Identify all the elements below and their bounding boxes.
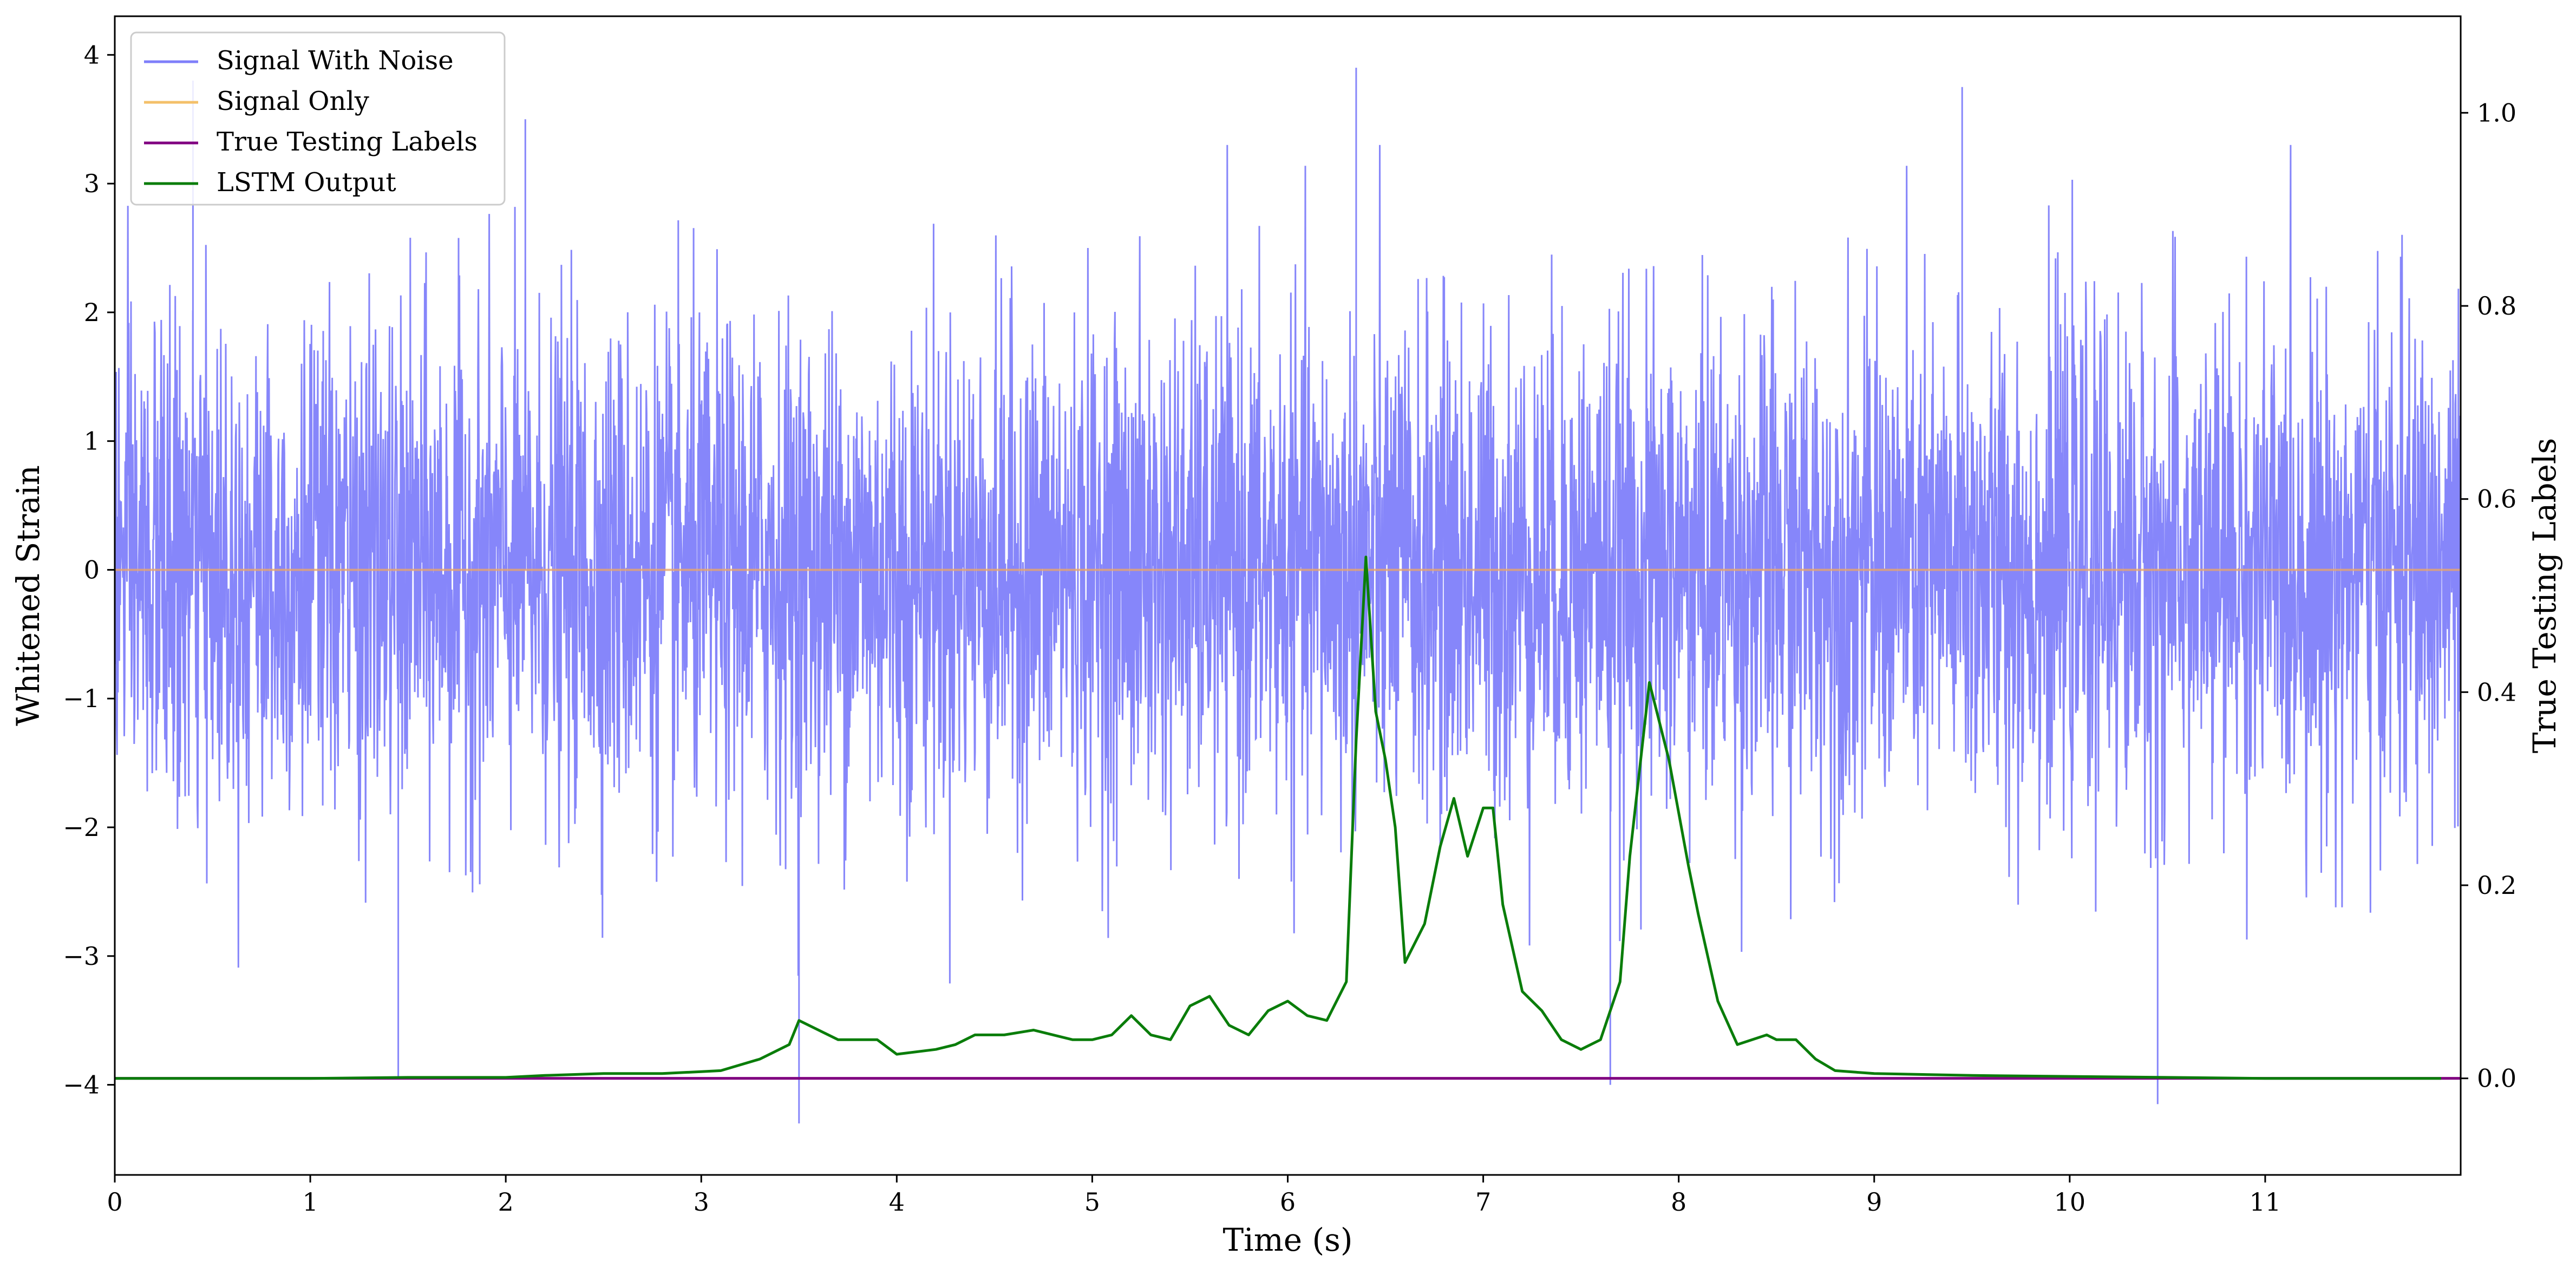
x-tick-label: 8	[1671, 1187, 1686, 1217]
legend-entry: True Testing Labels	[217, 127, 478, 157]
y2-tick-label: 0.6	[2477, 485, 2516, 514]
plot-area	[115, 68, 2461, 1123]
y2-tick-label: 0.8	[2477, 291, 2516, 321]
x-tick-label: 5	[1084, 1187, 1100, 1217]
series-lstm-output	[115, 556, 2441, 1080]
y2-axis-title: True Testing Labels	[2526, 438, 2563, 753]
legend-box	[130, 31, 506, 206]
legend: Signal With Noise Signal Only True Testing…	[130, 31, 506, 206]
y2-tick-label: 1.0	[2477, 98, 2516, 127]
x-tick-label: 9	[1866, 1187, 1882, 1217]
y-tick-label: −3	[63, 942, 100, 971]
y-tick-label: −4	[63, 1070, 100, 1100]
x-tick-label: 0	[107, 1187, 122, 1217]
series-signal-with-noise	[115, 68, 2461, 1123]
x-tick-label: 11	[2250, 1187, 2281, 1217]
series-group	[115, 68, 2461, 1123]
x-axis-title: Time (s)	[1222, 1221, 1352, 1258]
y-tick-label: 1	[84, 427, 100, 456]
legend-entry: LSTM Output	[217, 167, 396, 198]
y-tick-label: 4	[84, 40, 100, 69]
legend-entry: Signal With Noise	[217, 45, 454, 76]
y2-tick-label: 0.0	[2477, 1064, 2516, 1093]
x-tick-label: 6	[1280, 1187, 1296, 1217]
x-tick-label: 4	[889, 1187, 905, 1217]
y-axis-title: Whitened Strain	[10, 465, 47, 726]
y-tick-label: 3	[84, 169, 100, 198]
y-tick-label: 2	[84, 298, 100, 327]
x-tick-label: 10	[2054, 1187, 2086, 1217]
y2-tick-label: 0.4	[2477, 677, 2516, 707]
x-tick-label: 1	[302, 1187, 318, 1217]
x-tick-label: 2	[498, 1187, 514, 1217]
y-tick-label: 0	[84, 555, 100, 584]
x-tick-label: 7	[1475, 1187, 1491, 1217]
y2-tick-label: 0.2	[2477, 871, 2516, 900]
y-tick-label: −1	[63, 684, 100, 713]
y2-axis: 0.0 0.2 0.4 0.6 0.8 1.0	[2461, 98, 2516, 1093]
legend-entry: Signal Only	[217, 86, 369, 116]
x-axis: 0 1 2 3 4 5 6 7 8 9 10 11	[107, 1175, 2281, 1217]
y-tick-label: −2	[63, 813, 100, 842]
x-tick-label: 3	[694, 1187, 709, 1217]
y-axis: −4 −3 −2 −1 0 1 2 3 4	[63, 40, 115, 1100]
